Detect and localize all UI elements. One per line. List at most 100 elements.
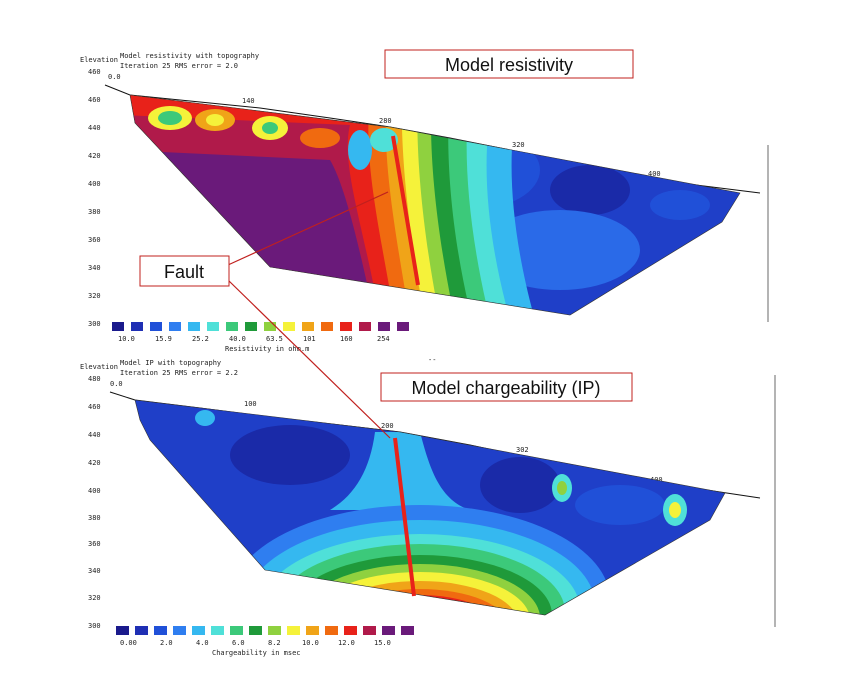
chargeability-callout-box [380,372,633,402]
resistivity-y-tick: 400 [88,180,101,188]
chargeability-elevation-label: Elevation [80,363,118,371]
resistivity-color-scale: 10.0 15.9 25.2 40.0 63.5 101 160 254 Res… [112,322,409,353]
resistivity-y-tick: 460 [88,68,101,76]
resistivity-scale-swatch [150,322,162,331]
resistivity-elevation-label: Elevation [80,56,118,64]
chargeability-scale-swatch [325,626,338,635]
resistivity-scale-swatch [226,322,238,331]
chargeability-scale-swatch [268,626,281,635]
fault-annotation: Fault [139,135,420,597]
resistivity-scale-swatch [264,322,276,331]
resistivity-x-tick: 140 [242,97,255,105]
resistivity-scale-swatch [359,322,371,331]
resistivity-y-tick: 360 [88,236,101,244]
chargeability-scale-swatch [192,626,205,635]
chargeability-scale-swatch [382,626,395,635]
chargeability-iteration-label: Iteration 25 RMS error = 2.2 [120,369,238,377]
chargeability-x-tick: 200 [381,422,394,430]
chargeability-section-outline [134,399,726,616]
chargeability-panel: Elevation Model IP with topography Itera… [80,359,776,657]
resistivity-scale-value: 25.2 [192,335,209,343]
resistivity-scale-value: 10.0 [118,335,135,343]
resistivity-callout-box [384,49,634,79]
chargeability-y-tick: 360 [88,540,101,548]
chargeability-scale-swatch [230,626,243,635]
chargeability-y-tick: 480 [88,375,101,383]
resistivity-scale-swatch [340,322,352,331]
resistivity-scale-swatch [169,322,181,331]
resistivity-scale-swatch [321,322,333,331]
resistivity-y-tick: 440 [88,124,101,132]
resistivity-scale-value: 160 [340,335,353,343]
chargeability-y-tick: 320 [88,594,101,602]
chargeability-y-tick: 420 [88,459,101,467]
chargeability-x-tick: 100 [244,400,257,408]
resistivity-y-tick: 460 [88,96,101,104]
chargeability-scale-swatch [116,626,129,635]
chargeability-y-tick: 300 [88,622,101,630]
fault-pointer-bottom [227,279,391,439]
chargeability-scale-value: 4.0 [196,639,209,647]
chargeability-scale-swatch [135,626,148,635]
resistivity-y-tick: 320 [88,292,101,300]
resistivity-scale-swatch [378,322,390,331]
resistivity-scale-swatch [188,322,200,331]
chargeability-y-tick: 340 [88,567,101,575]
chargeability-y-tick: 440 [88,431,101,439]
fault-callout-box [139,255,230,287]
resistivity-scale-value: 40.0 [229,335,246,343]
resistivity-scale-swatch [283,322,295,331]
resistivity-x-tick: 400 [648,170,661,178]
resistivity-y-tick: 380 [88,208,101,216]
resistivity-scale-value: 63.5 [266,335,283,343]
chargeability-scale-swatch [363,626,376,635]
chargeability-scale-label: Chargeability in msec [212,649,301,657]
chargeability-color-scale: 0.00 2.0 4.0 6.0 8.2 10.0 12.0 15.0 Char… [116,626,414,657]
chargeability-scale-swatch [154,626,167,635]
resistivity-start-x: 0.0 [108,73,121,81]
resistivity-y-tick: 340 [88,264,101,272]
chargeability-y-tick: 380 [88,514,101,522]
resistivity-iteration-label: Iteration 25 RMS error = 2.0 [120,62,238,70]
chargeability-scale-value: 15.0 [374,639,391,647]
separator-mark: -- [428,356,436,364]
chargeability-scale-swatch [306,626,319,635]
resistivity-scale-value: 254 [377,335,390,343]
chargeability-model-title: Model IP with topography [120,359,221,367]
resistivity-scale-value: 15.9 [155,335,172,343]
fault-line-chargeability [393,437,416,597]
resistivity-section-outline [129,94,741,316]
resistivity-panel: Elevation Model resistivity with topogra… [80,49,769,353]
chargeability-scale-value: 2.0 [160,639,173,647]
chargeability-scale-swatch [401,626,414,635]
resistivity-scale-swatch [245,322,257,331]
resistivity-scale-swatch [131,322,143,331]
resistivity-callout-text: Model resistivity [445,55,573,75]
resistivity-scale-label: Resistivity in ohm.m [225,345,309,353]
chargeability-start-x: 0.0 [110,380,123,388]
resistivity-y-axis: 460 460 440 420 400 380 360 340 320 300 [88,68,101,328]
chargeability-scale-value: 12.0 [338,639,355,647]
chargeability-scale-value: 0.00 [120,639,137,647]
chargeability-y-axis: 480 460 440 420 400 380 360 340 320 300 [88,375,101,630]
resistivity-scale-swatch [302,322,314,331]
chargeability-scale-swatch [173,626,186,635]
chargeability-callout-text: Model chargeability (IP) [411,378,600,398]
resistivity-scale-swatch [112,322,124,331]
resistivity-y-tick: 300 [88,320,101,328]
chargeability-scale-swatch [249,626,262,635]
fault-callout-text: Fault [164,262,204,282]
resistivity-y-tick: 420 [88,152,101,160]
chargeability-scale-value: 6.0 [232,639,245,647]
chargeability-scale-swatch [211,626,224,635]
chargeability-scale-value: 8.2 [268,639,281,647]
resistivity-scale-value: 101 [303,335,316,343]
fault-line-resistivity [391,135,420,286]
chargeability-scale-swatch [344,626,357,635]
resistivity-scale-swatch [207,322,219,331]
chargeability-y-tick: 460 [88,403,101,411]
resistivity-scale-swatch [397,322,409,331]
resistivity-x-tick: 280 [379,117,392,125]
chargeability-scale-value: 10.0 [302,639,319,647]
